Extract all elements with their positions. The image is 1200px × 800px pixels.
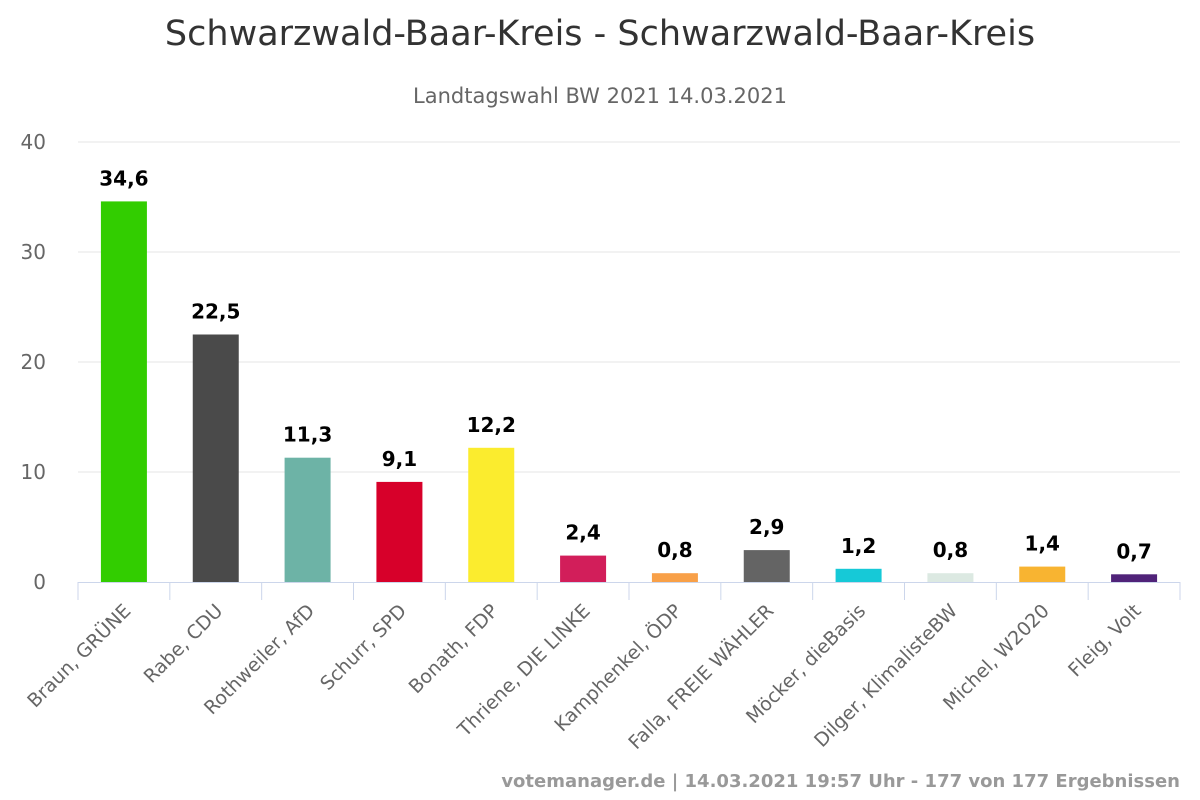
y-tick-label: 20 (21, 350, 46, 374)
data-label: 0,8 (933, 538, 968, 562)
data-label: 22,5 (191, 300, 240, 324)
data-label: 1,2 (841, 534, 876, 558)
y-axis-ticks: 0 10 20 30 40 (21, 130, 46, 594)
bar (835, 568, 882, 582)
category-label: Rabe, CDU (140, 600, 228, 688)
bar (468, 447, 515, 582)
category-label: Schurr, SPD (316, 600, 411, 695)
x-axis (77, 582, 1181, 600)
chart-title: Schwarzwald-Baar-Kreis - Schwarzwald-Baa… (164, 14, 1036, 54)
data-label: 1,4 (1025, 532, 1060, 556)
y-tick-label: 0 (33, 570, 46, 594)
data-label: 11,3 (283, 423, 332, 447)
y-tick-label: 30 (21, 240, 46, 264)
bar (192, 334, 239, 582)
data-label: 2,9 (749, 515, 784, 539)
y-tick-label: 10 (21, 460, 46, 484)
grid-lines (78, 141, 1180, 473)
credits-text[interactable]: votemanager.de | 14.03.2021 19:57 Uhr - … (501, 771, 1180, 792)
data-label: 12,2 (467, 413, 516, 437)
data-labels: 34,6 22,5 11,3 9,1 12,2 2,4 0,8 2,9 1,2 0,8 1,4 0,7 (99, 166, 1152, 563)
bar (100, 201, 147, 582)
bar (376, 481, 423, 582)
data-label: 0,7 (1116, 539, 1151, 563)
bars (100, 201, 1158, 582)
bar (1111, 574, 1158, 582)
data-label: 34,6 (99, 166, 148, 190)
bar (651, 573, 698, 582)
chart-subtitle: Landtagswahl BW 2021 14.03.2021 (413, 84, 787, 108)
bar (284, 457, 331, 582)
bar (927, 573, 974, 582)
category-label: Falla, FREIE WÄHLER (624, 599, 779, 754)
category-label: Fleig, Volt (1064, 600, 1145, 681)
category-label: Braun, GRÜNE (23, 599, 136, 712)
bar (743, 550, 790, 582)
bar (560, 555, 607, 582)
data-label: 9,1 (382, 447, 417, 471)
category-label: Bonath, FDP (405, 600, 503, 698)
data-label: 0,8 (657, 538, 692, 562)
bar (1019, 566, 1066, 582)
data-label: 2,4 (565, 521, 600, 545)
y-tick-label: 40 (21, 130, 46, 154)
